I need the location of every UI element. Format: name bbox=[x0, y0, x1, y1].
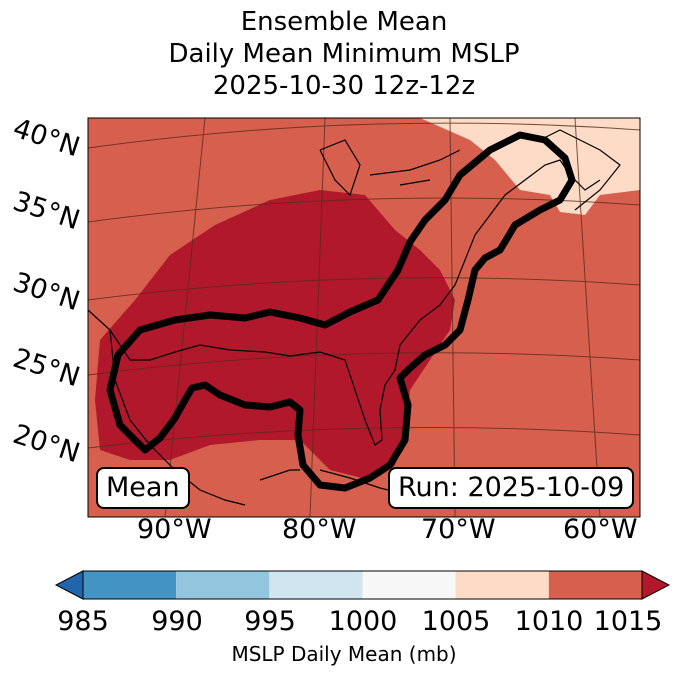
mexico-coast bbox=[109, 329, 300, 506]
title-line-3: 2025-10-30 12z-12z bbox=[212, 71, 476, 101]
cb-tick-1015: 1015 bbox=[593, 606, 663, 637]
lat-line-20 bbox=[87, 426, 641, 449]
lon-label-70: 70°W bbox=[421, 514, 496, 545]
colorbar bbox=[54, 570, 671, 600]
cb-extend-low bbox=[54, 570, 84, 600]
run-box: Run: 2025-10-09 bbox=[388, 467, 635, 509]
cb-tick-990: 990 bbox=[151, 606, 203, 637]
lat-line-30 bbox=[87, 277, 641, 301]
lon-label-60: 60°W bbox=[563, 514, 638, 545]
mean-box: Mean bbox=[96, 467, 190, 509]
us-gulf-coast bbox=[87, 284, 456, 446]
lon-label-80: 80°W bbox=[282, 514, 357, 545]
lon-label-90: 90°W bbox=[137, 514, 212, 545]
canada-east bbox=[539, 129, 621, 211]
cb-bin-3 bbox=[362, 571, 456, 599]
lat-line-40 bbox=[87, 122, 641, 149]
cb-tick-985: 985 bbox=[57, 606, 109, 637]
title-line-2: Daily Mean Minimum MSLP bbox=[168, 39, 520, 69]
lon-line-80 bbox=[309, 117, 326, 518]
cb-tick-1010: 1010 bbox=[514, 606, 584, 637]
region-above-1015 bbox=[95, 190, 455, 480]
cb-bin-2 bbox=[269, 571, 363, 599]
cb-bin-1 bbox=[176, 571, 270, 599]
great-lakes bbox=[319, 139, 461, 197]
cb-tick-1000: 1000 bbox=[328, 606, 398, 637]
contour-line bbox=[106, 131, 576, 492]
cb-tick-1005: 1005 bbox=[421, 606, 491, 637]
title-line-1: Ensemble Mean bbox=[240, 7, 448, 37]
map-panel bbox=[87, 117, 641, 518]
cb-tick-995: 995 bbox=[244, 606, 296, 637]
lat-line-25 bbox=[87, 352, 641, 376]
cb-extend-high bbox=[641, 570, 671, 600]
cb-bin-5 bbox=[548, 571, 642, 599]
cb-frame bbox=[82, 570, 643, 600]
map-frame bbox=[87, 117, 641, 518]
cb-bin-4 bbox=[455, 571, 549, 599]
coastlines bbox=[87, 129, 621, 506]
cb-bin-0 bbox=[83, 571, 177, 599]
colorbar-label: MSLP Daily Mean (mb) bbox=[231, 642, 457, 666]
